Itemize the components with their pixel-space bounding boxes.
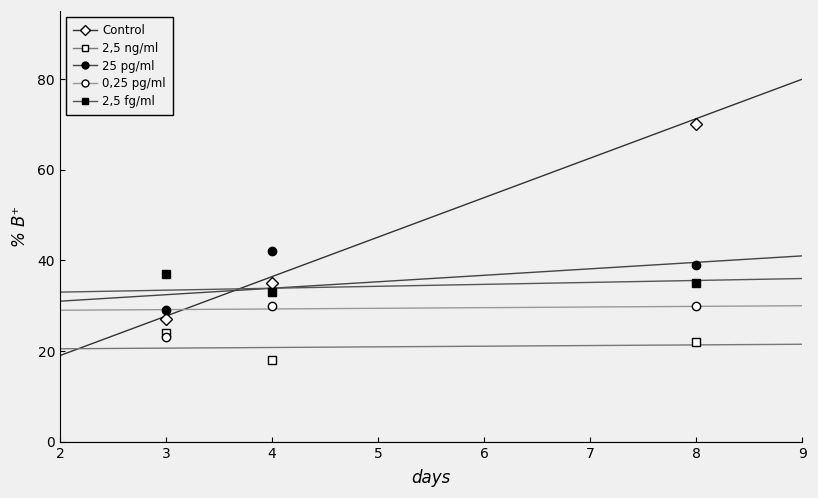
X-axis label: days: days [411, 469, 451, 487]
Legend: Control, 2,5 ng/ml, 25 pg/ml, 0,25 pg/ml, 2,5 fg/ml: Control, 2,5 ng/ml, 25 pg/ml, 0,25 pg/ml… [65, 17, 173, 115]
Y-axis label: % B⁺: % B⁺ [11, 206, 29, 247]
